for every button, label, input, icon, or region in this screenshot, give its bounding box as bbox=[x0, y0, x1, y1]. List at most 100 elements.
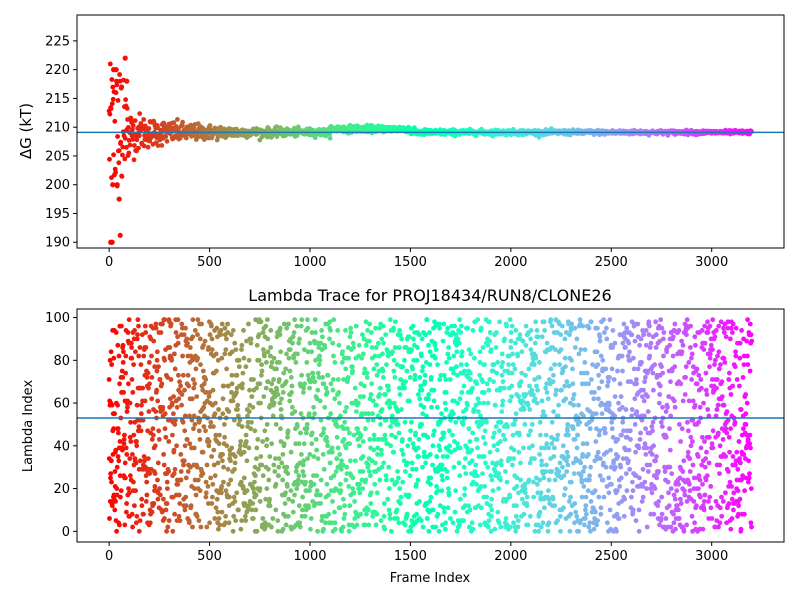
lambda-trace-point bbox=[474, 481, 479, 487]
lambda-trace-point bbox=[216, 441, 222, 447]
lambda-trace-point bbox=[738, 526, 744, 532]
lambda-trace-point bbox=[195, 477, 201, 483]
lambda-trace-point bbox=[351, 490, 357, 496]
lambda-trace-point bbox=[680, 398, 686, 404]
lambda-trace-point bbox=[393, 434, 398, 440]
lambda-trace-point bbox=[583, 494, 589, 500]
lambda-trace-point bbox=[726, 501, 732, 506]
lambda-trace-point bbox=[561, 505, 566, 511]
lambda-trace-point bbox=[300, 507, 305, 513]
lambda-trace-point bbox=[557, 460, 563, 466]
lambda-trace-point bbox=[333, 417, 339, 423]
lambda-trace-point bbox=[565, 422, 571, 427]
lambda-trace-point bbox=[439, 462, 445, 468]
lambda-trace-point bbox=[427, 330, 432, 335]
lambda-trace-point bbox=[651, 387, 656, 393]
delta-g-point bbox=[175, 117, 180, 122]
lambda-trace-point bbox=[248, 340, 254, 346]
lambda-trace-point bbox=[481, 454, 487, 459]
lambda-trace-point bbox=[275, 518, 281, 523]
lambda-trace-point bbox=[745, 362, 751, 367]
lambda-trace-point bbox=[497, 385, 503, 391]
lambda-trace-point bbox=[389, 477, 395, 483]
lambda-trace-point bbox=[142, 398, 148, 404]
lambda-trace-point bbox=[721, 355, 727, 361]
lambda-trace-point bbox=[279, 460, 285, 466]
lambda-trace-point bbox=[224, 336, 229, 342]
lambda-trace-point bbox=[671, 492, 677, 498]
lambda-trace-point bbox=[268, 353, 273, 359]
lambda-trace-point bbox=[748, 520, 754, 526]
lambda-trace-point bbox=[209, 336, 215, 342]
lambda-trace-point bbox=[256, 332, 262, 338]
lambda-trace-point bbox=[632, 396, 638, 402]
lambda-trace-point bbox=[363, 342, 369, 348]
y-tick-label: 20 bbox=[53, 482, 70, 497]
lambda-trace-point bbox=[454, 528, 460, 534]
lambda-trace-point bbox=[534, 383, 539, 389]
lambda-trace-point bbox=[579, 494, 585, 500]
lambda-trace-point bbox=[686, 360, 692, 365]
lambda-trace-point bbox=[258, 400, 263, 406]
lambda-trace-point bbox=[348, 325, 353, 331]
lambda-trace-point bbox=[716, 349, 722, 355]
lambda-trace-point bbox=[159, 381, 165, 387]
delta-g-point bbox=[110, 84, 116, 90]
lambda-trace-point bbox=[418, 518, 424, 523]
lambda-trace-point bbox=[674, 503, 680, 509]
lambda-trace-point bbox=[706, 413, 712, 419]
lambda-trace-point bbox=[207, 332, 213, 338]
lambda-trace-point bbox=[381, 501, 387, 506]
lambda-trace-point bbox=[450, 520, 456, 526]
lambda-trace-point bbox=[347, 441, 352, 447]
lambda-trace-point bbox=[172, 422, 178, 427]
delta-g-point bbox=[117, 78, 123, 84]
lambda-trace-point bbox=[584, 441, 590, 447]
lambda-trace-point bbox=[405, 443, 411, 449]
lambda-trace-point bbox=[600, 357, 606, 363]
lambda-trace-point bbox=[373, 345, 379, 350]
lambda-trace-point bbox=[235, 413, 241, 419]
lambda-trace-point bbox=[446, 345, 451, 350]
lambda-trace-point bbox=[115, 342, 121, 348]
lambda-trace-point bbox=[691, 364, 696, 370]
lambda-trace-point bbox=[419, 422, 425, 427]
lambda-trace-point bbox=[457, 396, 463, 402]
lambda-trace-point bbox=[348, 330, 354, 335]
lambda-trace-point bbox=[332, 520, 338, 526]
lambda-trace-point bbox=[426, 392, 432, 397]
lambda-trace-point bbox=[573, 509, 579, 515]
lambda-trace-point bbox=[233, 347, 239, 352]
lambda-trace-point bbox=[569, 321, 575, 327]
lambda-trace-point bbox=[134, 402, 140, 408]
y-tick-label: 190 bbox=[45, 236, 70, 251]
delta-g-point bbox=[171, 120, 177, 126]
lambda-trace-point bbox=[380, 351, 385, 357]
lambda-trace-point bbox=[656, 469, 661, 474]
lambda-trace-point bbox=[144, 479, 150, 485]
lambda-trace-point bbox=[124, 409, 130, 414]
lambda-trace-point bbox=[617, 484, 623, 489]
lambda-trace-point bbox=[714, 377, 720, 382]
lambda-trace-point bbox=[341, 377, 346, 382]
lambda-trace-point bbox=[216, 526, 221, 532]
lambda-trace-point bbox=[419, 387, 425, 393]
lambda-trace-point bbox=[544, 381, 549, 387]
lambda-trace-point bbox=[426, 342, 431, 348]
lambda-trace-point bbox=[260, 473, 266, 479]
lambda-trace-point bbox=[534, 328, 540, 333]
lambda-trace-point bbox=[626, 458, 631, 464]
lambda-trace-point bbox=[546, 496, 552, 502]
lambda-trace-point bbox=[180, 353, 186, 359]
lambda-trace-point bbox=[551, 454, 557, 459]
lambda-trace-point bbox=[640, 484, 646, 489]
lambda-trace-point bbox=[547, 377, 552, 382]
lambda-trace-point bbox=[504, 479, 510, 485]
lambda-trace-point bbox=[284, 464, 290, 470]
lambda-trace-point bbox=[499, 372, 505, 378]
lambda-trace-point bbox=[715, 430, 721, 436]
lambda-trace-point bbox=[627, 466, 633, 472]
lambda-trace-point bbox=[125, 381, 131, 387]
lambda-trace-point bbox=[415, 445, 421, 451]
lambda-trace-point bbox=[409, 460, 415, 466]
